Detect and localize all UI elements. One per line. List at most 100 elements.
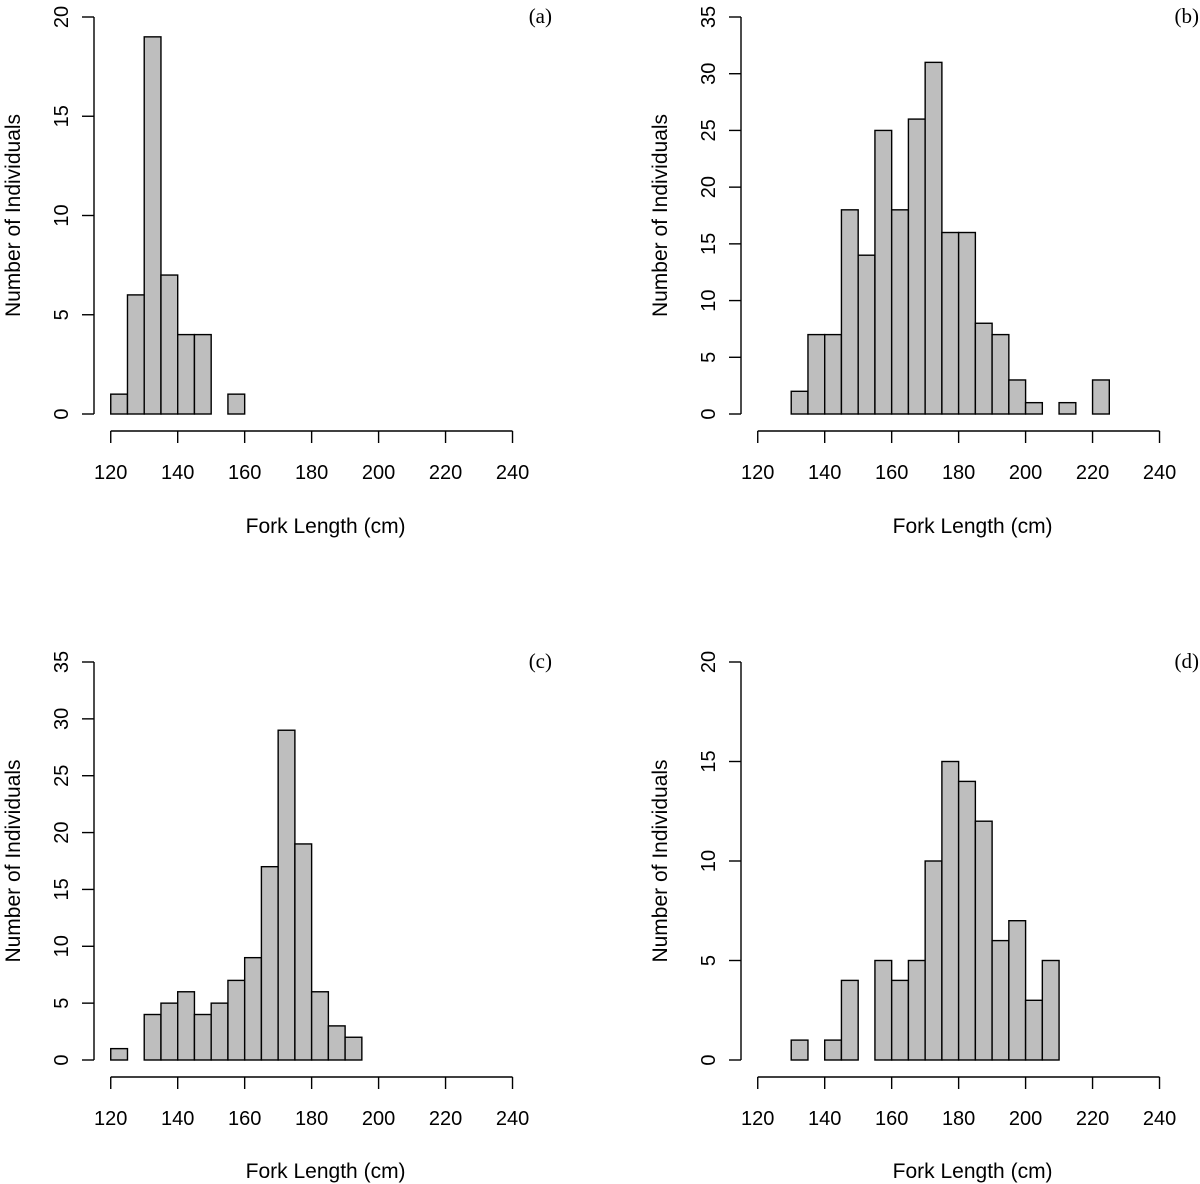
y-tick-label: 0 xyxy=(51,408,73,419)
y-tick-label: 30 xyxy=(698,63,720,85)
histogram-bar xyxy=(991,939,1010,1061)
panel-label: (a) xyxy=(529,4,552,28)
x-tick-label: 140 xyxy=(161,462,194,484)
y-axis-label: Number of Individuals xyxy=(649,759,672,962)
histogram-bar xyxy=(924,860,943,1061)
bars xyxy=(110,729,363,1061)
y-tick-label: 0 xyxy=(51,1054,73,1065)
histogram-bar xyxy=(210,1002,229,1061)
histogram-bar xyxy=(840,979,859,1061)
x-tick-label: 220 xyxy=(1076,462,1109,484)
y-axis: 0 5 10 15 20 25 30 35 xyxy=(51,651,95,1066)
histogram-bar xyxy=(857,254,876,415)
histogram-bar xyxy=(974,820,993,1061)
histogram-bar xyxy=(110,393,129,415)
histogram-bar xyxy=(790,1039,809,1061)
histogram-bar xyxy=(294,843,313,1061)
y-tick-label: 10 xyxy=(51,935,73,957)
histogram-bar xyxy=(260,865,279,1061)
x-tick-label: 200 xyxy=(1009,1108,1042,1130)
x-tick-label: 180 xyxy=(295,1108,328,1130)
y-tick-label: 20 xyxy=(51,821,73,843)
histogram-bar xyxy=(344,1036,363,1061)
histogram-bar xyxy=(824,1039,843,1061)
x-tick-label: 200 xyxy=(362,462,395,484)
x-tick-label: 180 xyxy=(942,462,975,484)
x-axis: 120 140 160 180 200 220 240 xyxy=(94,430,529,484)
bars xyxy=(790,760,1060,1061)
y-tick-label: 20 xyxy=(698,176,720,198)
x-tick-label: 180 xyxy=(942,1108,975,1130)
histogram-bar xyxy=(1024,401,1044,415)
panel-c: 0 5 10 15 20 25 30 35 120 140 160 180 200 220 240 Fork … xyxy=(2,649,552,1183)
histogram-bar xyxy=(874,959,893,1061)
y-tick-label: 30 xyxy=(51,708,73,730)
histogram-bar xyxy=(991,333,1010,415)
x-axis: 120 140 160 180 200 220 240 xyxy=(741,430,1176,484)
histogram-bar xyxy=(1041,959,1060,1061)
x-tick-label: 220 xyxy=(429,462,462,484)
y-axis-label: Number of Individuals xyxy=(2,759,25,962)
histogram-bar xyxy=(143,1013,162,1061)
histogram-bar xyxy=(126,294,145,415)
panel-d: 0 5 10 15 20 120 140 160 180 200 220 240 Fork Length… xyxy=(649,649,1199,1183)
x-axis: 120 140 160 180 200 220 240 xyxy=(94,1076,529,1130)
histogram-bar xyxy=(1008,379,1027,415)
histogram-bar xyxy=(957,231,977,415)
x-tick-label: 120 xyxy=(741,1108,774,1130)
histogram-bar xyxy=(193,1013,212,1061)
histogram-bar xyxy=(1091,379,1111,415)
y-tick-label: 0 xyxy=(698,408,720,419)
histogram-bar xyxy=(143,36,162,415)
x-tick-label: 120 xyxy=(741,462,774,484)
x-tick-label: 240 xyxy=(496,1108,529,1130)
histogram-bar xyxy=(941,760,960,1061)
histogram-bar xyxy=(974,322,993,415)
histogram-bar xyxy=(176,991,196,1061)
histogram-bar xyxy=(193,333,212,415)
y-tick-label: 15 xyxy=(698,233,720,255)
histogram-bar xyxy=(924,61,943,415)
histogram-bar xyxy=(110,1047,129,1061)
histogram-bar xyxy=(807,333,826,415)
y-tick-label: 15 xyxy=(698,750,720,772)
panel-a: 0 5 10 15 20 120 140 160 180 200 220 240 Fork Length… xyxy=(2,4,552,538)
bars xyxy=(110,36,246,415)
x-tick-label: 160 xyxy=(875,1108,908,1130)
x-axis-label: Fork Length (cm) xyxy=(246,1160,406,1183)
bars xyxy=(790,61,1111,415)
histogram-bar xyxy=(227,393,246,415)
y-axis: 0 5 10 15 20 xyxy=(51,6,95,420)
histogram-bar xyxy=(176,333,196,415)
x-tick-label: 120 xyxy=(94,462,127,484)
histogram-bar xyxy=(840,209,859,415)
y-tick-label: 5 xyxy=(51,309,73,320)
x-tick-label: 220 xyxy=(429,1108,462,1130)
x-tick-label: 120 xyxy=(94,1108,127,1130)
y-tick-label: 15 xyxy=(51,878,73,900)
panel-b: 0 5 10 15 20 25 30 35 120 140 160 180 200 220 240 Fork … xyxy=(649,4,1199,538)
y-tick-label: 10 xyxy=(698,289,720,311)
x-axis-label: Fork Length (cm) xyxy=(893,515,1053,538)
histogram-bar xyxy=(890,209,910,415)
histogram-bar xyxy=(227,979,246,1061)
histogram-bar xyxy=(907,118,926,415)
y-tick-label: 5 xyxy=(698,352,720,363)
x-tick-label: 200 xyxy=(1009,462,1042,484)
histogram-bar xyxy=(1024,999,1044,1061)
histogram-bar xyxy=(243,956,263,1061)
histogram-bar xyxy=(890,979,910,1061)
x-tick-label: 140 xyxy=(161,1108,194,1130)
x-tick-label: 220 xyxy=(1076,1108,1109,1130)
x-axis: 120 140 160 180 200 220 240 xyxy=(741,1076,1176,1130)
x-tick-label: 240 xyxy=(1143,1108,1176,1130)
histogram-bar xyxy=(310,991,330,1061)
y-tick-label: 5 xyxy=(698,955,720,966)
x-axis-label: Fork Length (cm) xyxy=(893,1160,1053,1183)
x-tick-label: 240 xyxy=(1143,462,1176,484)
histogram-bar xyxy=(824,333,843,415)
x-tick-label: 140 xyxy=(808,462,841,484)
histogram-bar xyxy=(874,129,893,415)
panel-label: (b) xyxy=(1175,4,1200,28)
